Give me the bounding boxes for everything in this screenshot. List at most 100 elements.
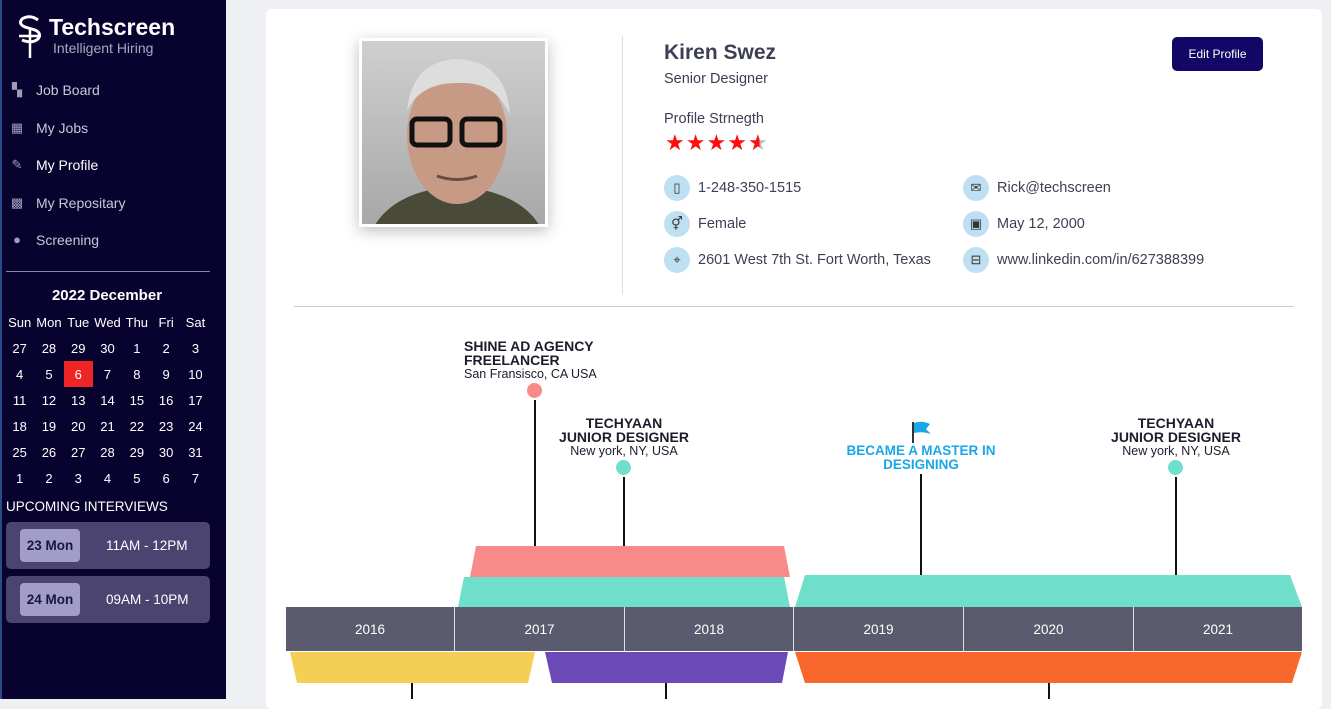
- profile-strength-rating: ★★★★★: [665, 130, 769, 156]
- email-value: Rick@techscreen: [997, 180, 1111, 196]
- calendar-day[interactable]: 11: [12, 392, 27, 408]
- band-orange: [795, 652, 1302, 683]
- interview-day: 24 Mon: [20, 583, 80, 616]
- calendar-day[interactable]: 7: [103, 366, 112, 382]
- calendar-day[interactable]: 20: [71, 418, 86, 434]
- techscreen-logo-icon: [19, 15, 41, 58]
- calendar-day[interactable]: 3: [191, 340, 200, 356]
- calendar-day[interactable]: 23: [158, 418, 174, 434]
- profile-name: Kiren Swez: [664, 41, 777, 64]
- calendar-day[interactable]: 15: [129, 392, 145, 408]
- star-icon: ★: [685, 130, 707, 155]
- weekday-header: Fri: [158, 314, 174, 330]
- timeline-dot[interactable]: [1166, 458, 1185, 477]
- year-2017: 2017: [455, 607, 625, 651]
- interview-time: 09AM - 10PM: [106, 592, 189, 607]
- email-info: ✉ Rick@techscreen: [963, 175, 1111, 201]
- timeline-milestone: BECAME A MASTER IN DESIGNING: [846, 443, 996, 472]
- store-icon: ▦: [10, 120, 24, 135]
- divider: [294, 306, 1294, 307]
- calendar-day[interactable]: 31: [188, 444, 203, 460]
- calendar-day[interactable]: 5: [133, 470, 141, 486]
- calendar-day[interactable]: 1: [133, 340, 141, 356]
- calendar-day[interactable]: 27: [71, 444, 86, 460]
- calendar-day[interactable]: 16: [158, 392, 174, 408]
- calendar-day[interactable]: 30: [158, 444, 174, 460]
- calendar-day[interactable]: 30: [100, 340, 115, 356]
- linkedin-info: ⊟ www.linkedin.com/in/627388399: [963, 247, 1204, 273]
- edit-profile-button[interactable]: Edit Profile: [1172, 37, 1263, 71]
- weekday-header: Sun: [8, 314, 32, 330]
- nav-label: Screening: [36, 232, 100, 248]
- phone-info: ▯ 1-248-350-1515: [664, 175, 801, 201]
- calendar-title: 2022 December: [51, 287, 163, 304]
- star-icon: ★: [747, 130, 769, 155]
- calendar-day[interactable]: 6: [63, 361, 93, 387]
- dob-info: ▣ May 12, 2000: [963, 211, 1085, 237]
- nav-my-profile[interactable]: ✎ My Profile: [10, 157, 99, 173]
- calendar-day[interactable]: 10: [188, 366, 203, 382]
- calendar-day[interactable]: 7: [191, 470, 200, 486]
- calendar-day[interactable]: 27: [12, 340, 27, 356]
- gender-info: ⚥ Female: [664, 211, 746, 237]
- timeline-pin-line: [534, 400, 536, 546]
- calendar-day[interactable]: 6: [162, 470, 170, 486]
- nav-job-board[interactable]: ▚ Job Board: [10, 82, 100, 98]
- divider: [6, 271, 210, 272]
- timeline-event: TECHYAAN JUNIOR DESIGNER New york, NY, USA: [559, 415, 689, 458]
- calendar-day[interactable]: 4: [16, 366, 24, 382]
- linkedin-value: www.linkedin.com/in/627388399: [997, 252, 1205, 268]
- nav-my-jobs[interactable]: ▦ My Jobs: [10, 120, 88, 136]
- year-2018: 2018: [625, 607, 794, 651]
- calendar-day[interactable]: 19: [41, 418, 57, 434]
- calendar-day[interactable]: 2: [45, 470, 53, 486]
- calendar-day[interactable]: 13: [71, 392, 86, 408]
- nav-label: My Repositary: [36, 195, 126, 211]
- interview-item[interactable]: 24 Mon 09AM - 10PM: [6, 576, 210, 623]
- interview-item[interactable]: 23 Mon 11AM - 12PM: [6, 522, 210, 569]
- nav-my-repositary[interactable]: ▩ My Repositary: [10, 195, 126, 211]
- year-2021: 2021: [1134, 607, 1302, 651]
- calendar-day[interactable]: 26: [41, 444, 57, 460]
- nav-screening[interactable]: ● Screening: [10, 232, 99, 248]
- timeline-dot[interactable]: [525, 381, 544, 400]
- weekday-header: Wed: [94, 314, 121, 330]
- weekday-header: Thu: [125, 314, 149, 330]
- calendar-day[interactable]: 21: [100, 418, 115, 434]
- calendar-day[interactable]: 29: [129, 444, 145, 460]
- megaphone-icon: ✎: [11, 157, 23, 172]
- sidebar: Techscreen Intelligent Hiring ▚ Job Board…: [0, 0, 226, 699]
- calendar-day[interactable]: 14: [100, 392, 115, 408]
- address-value: 2601 West 7th St. Fort Worth, Texas: [698, 252, 931, 268]
- calendar-day[interactable]: 18: [12, 418, 27, 434]
- nav-label: My Profile: [36, 157, 99, 173]
- timeline-event: SHINE AD AGENCY FREELANCER San Fransisco, …: [464, 338, 597, 381]
- calendar-day[interactable]: 12: [41, 392, 57, 408]
- calendar-day[interactable]: 22: [129, 418, 145, 434]
- band-purple: [545, 652, 788, 683]
- calendar-day[interactable]: 28: [41, 340, 57, 356]
- profile-photo: [359, 38, 548, 227]
- calendar-day[interactable]: 29: [71, 340, 86, 356]
- calendar-day[interactable]: 1: [16, 470, 24, 486]
- calendar-day[interactable]: 25: [12, 444, 27, 460]
- brand-name: Techscreen: [49, 14, 176, 40]
- location-pin-icon: ⌖: [664, 247, 690, 273]
- timeline-dot[interactable]: [614, 458, 633, 477]
- band-yellow: [290, 652, 535, 683]
- calendar-day[interactable]: 3: [74, 470, 82, 486]
- interview-day: 23 Mon: [20, 529, 80, 562]
- calendar-day[interactable]: 5: [45, 366, 53, 382]
- flag-icon: [912, 421, 931, 443]
- star-icon: ★: [706, 130, 728, 155]
- calendar-day[interactable]: 2: [162, 340, 170, 356]
- calendar-day[interactable]: 17: [188, 392, 203, 408]
- calendar-day[interactable]: 8: [133, 366, 141, 382]
- calendar-day[interactable]: 4: [103, 470, 112, 486]
- year-2016: 2016: [286, 607, 455, 651]
- calendar-day[interactable]: 28: [100, 444, 115, 460]
- mail-icon: ✉: [963, 175, 989, 201]
- calendar-day[interactable]: 24: [188, 418, 203, 434]
- calendar-day[interactable]: 9: [162, 366, 170, 382]
